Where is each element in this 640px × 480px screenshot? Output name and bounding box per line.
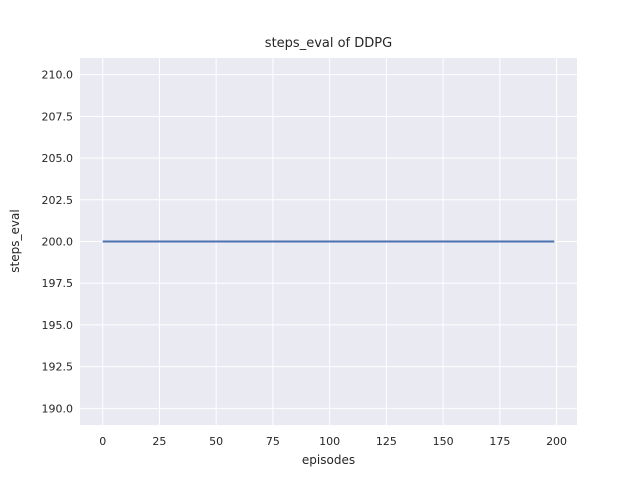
x-tick-label: 125	[376, 435, 397, 448]
x-tick-label: 150	[433, 435, 454, 448]
y-tick-label: 190.0	[42, 402, 74, 415]
x-tick-label: 175	[489, 435, 510, 448]
x-tick-label: 75	[266, 435, 280, 448]
y-tick-label: 197.5	[42, 277, 74, 290]
x-tick-label: 50	[209, 435, 223, 448]
y-tick-label: 202.5	[42, 194, 74, 207]
y-tick-label: 205.0	[42, 152, 74, 165]
x-tick-label: 25	[152, 435, 166, 448]
y-tick-label: 195.0	[42, 319, 74, 332]
x-axis-label: episodes	[301, 453, 356, 467]
chart-title: steps_eval of DDPG	[264, 36, 393, 51]
y-tick-label: 210.0	[42, 69, 74, 82]
y-tick-label: 192.5	[42, 361, 74, 374]
x-tick-label: 200	[546, 435, 567, 448]
x-tick-label: 0	[99, 435, 106, 448]
x-tick-label: 100	[319, 435, 340, 448]
y-tick-label: 200.0	[42, 236, 74, 249]
y-tick-label: 207.5	[42, 110, 74, 123]
